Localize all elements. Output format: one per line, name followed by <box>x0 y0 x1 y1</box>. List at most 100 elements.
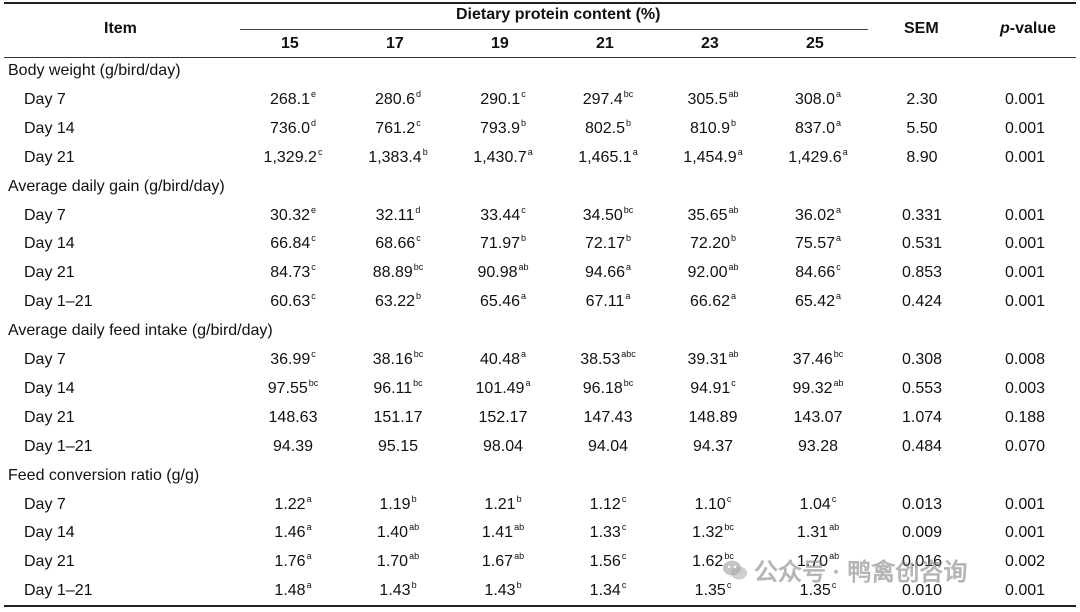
significance-letter: abc <box>621 349 636 359</box>
significance-letter: a <box>306 551 312 562</box>
cell-value: 84.66 <box>795 264 836 282</box>
significance-letter: ab <box>829 522 840 533</box>
row-label: Day 21 <box>24 264 75 282</box>
table-cell: 65.46a <box>448 291 558 311</box>
significance-letter: c <box>621 493 627 504</box>
significance-letter: c <box>521 88 526 99</box>
cell-value: 92.00 <box>687 264 728 282</box>
cell-value: 810.9 <box>689 119 731 137</box>
table-cell: 1.56c <box>553 551 663 571</box>
table-cell: 1.21b <box>448 493 558 514</box>
significance-letter: a <box>306 522 312 533</box>
cell-value: 1.40 <box>376 524 409 542</box>
significance-letter: ab <box>514 522 525 533</box>
table-cell: 88.89bc <box>343 262 453 282</box>
significance-letter: a <box>521 349 527 359</box>
table-cell: 810.9b <box>658 118 768 138</box>
significance-letter: a <box>632 146 638 157</box>
cell-value: 90.98 <box>477 264 518 282</box>
table-cell: 60.63c <box>238 291 348 311</box>
table-cell: 1,465.1a <box>553 146 663 167</box>
cell-value: 148.89 <box>688 408 738 426</box>
cell-value: 1.33 <box>589 524 621 542</box>
table-cell: 1.62bc <box>658 551 768 571</box>
significance-letter: c <box>831 493 837 504</box>
cell-value: 1.19 <box>379 495 411 513</box>
table-cell: 152.17 <box>448 409 558 427</box>
cell-value: 60.63 <box>270 293 311 311</box>
cell-value: 94.91 <box>690 379 731 397</box>
significance-letter: b <box>411 493 417 504</box>
significance-letter: d <box>311 117 317 128</box>
table-cell: 84.73c <box>238 262 348 282</box>
sem-value: 0.853 <box>901 264 943 282</box>
table-cell: 793.9b <box>448 117 558 138</box>
cell-value: 95.15 <box>377 437 419 455</box>
cell-value: 1.22 <box>274 495 306 513</box>
significance-letter: a <box>836 204 842 215</box>
table-cell: 1,430.7a <box>448 147 558 167</box>
p-value: 0.001 <box>1004 148 1046 166</box>
cell-value: 308.0 <box>794 90 836 108</box>
table-cell: 148.63 <box>238 409 348 427</box>
table-cell: 305.5ab <box>658 89 768 109</box>
significance-letter: ab <box>409 551 420 562</box>
section-title: Body weight (g/bird/day) <box>8 62 181 79</box>
table-cell: 1.33c <box>553 522 663 542</box>
table-cell: 37.46bc <box>763 349 873 369</box>
significance-letter: c <box>831 580 837 591</box>
table-cell: 1.35c <box>658 580 768 600</box>
cell-value: 1.31 <box>796 524 829 542</box>
significance-letter: e <box>311 88 317 99</box>
cell-value: 37.46 <box>792 351 833 368</box>
row-label: Day 21 <box>24 553 75 571</box>
significance-letter: bc <box>413 262 424 273</box>
significance-letter: b <box>626 117 632 128</box>
cell-value: 761.2 <box>375 119 416 137</box>
cell-value: 1.21 <box>484 495 516 513</box>
p-value: 0.001 <box>1004 206 1046 224</box>
table-cell: 268.1e <box>238 88 348 109</box>
sem-value: 2.30 <box>906 90 938 108</box>
cell-value: 297.4 <box>582 90 623 108</box>
cell-value: 1,429.6 <box>788 148 842 166</box>
significance-letter: b <box>521 117 527 128</box>
cell-value: 1.43 <box>379 582 411 600</box>
table-cell: 1.22a <box>238 494 348 514</box>
sem-value: 0.013 <box>901 495 943 513</box>
significance-letter: a <box>836 233 842 244</box>
table-cell: 93.28 <box>763 438 873 456</box>
sem-value: 0.010 <box>901 582 943 600</box>
sem-value: 0.308 <box>901 351 943 368</box>
row-label: Day 21 <box>24 148 75 166</box>
cell-value: 33.44 <box>480 206 521 224</box>
cell-value: 1.76 <box>274 553 306 571</box>
significance-letter: a <box>626 262 632 273</box>
table-cell: 837.0a <box>763 117 873 138</box>
table-cell: 802.5b <box>553 117 663 138</box>
table-cell: 1,454.9a <box>658 146 768 167</box>
significance-letter: ab <box>514 551 525 562</box>
significance-letter: a <box>836 291 842 302</box>
cell-value: 736.0 <box>269 119 311 137</box>
significance-letter: b <box>516 493 522 504</box>
cell-value: 1,454.9 <box>683 148 737 166</box>
table-cell: 40.48a <box>448 349 558 369</box>
table-cell: 96.18bc <box>553 378 663 398</box>
cell-value: 305.5 <box>687 90 728 108</box>
table-cell: 65.42a <box>763 291 873 311</box>
table-cell: 1.12c <box>553 493 663 514</box>
header-item: Item <box>104 20 137 37</box>
significance-letter: bc <box>724 522 734 533</box>
cell-value: 65.46 <box>479 293 521 311</box>
row-label: Day 14 <box>24 524 75 542</box>
header-pvalue: p-value <box>1000 20 1057 37</box>
header-level-15: 15 <box>281 35 299 52</box>
p-value: 0.008 <box>1004 351 1046 368</box>
significance-letter: a <box>842 146 848 157</box>
significance-letter: a <box>737 146 743 157</box>
significance-letter: bc <box>724 551 734 562</box>
significance-letter: a <box>836 117 842 128</box>
table-cell: 1.76a <box>238 551 348 571</box>
protein-group-rule <box>240 29 868 30</box>
